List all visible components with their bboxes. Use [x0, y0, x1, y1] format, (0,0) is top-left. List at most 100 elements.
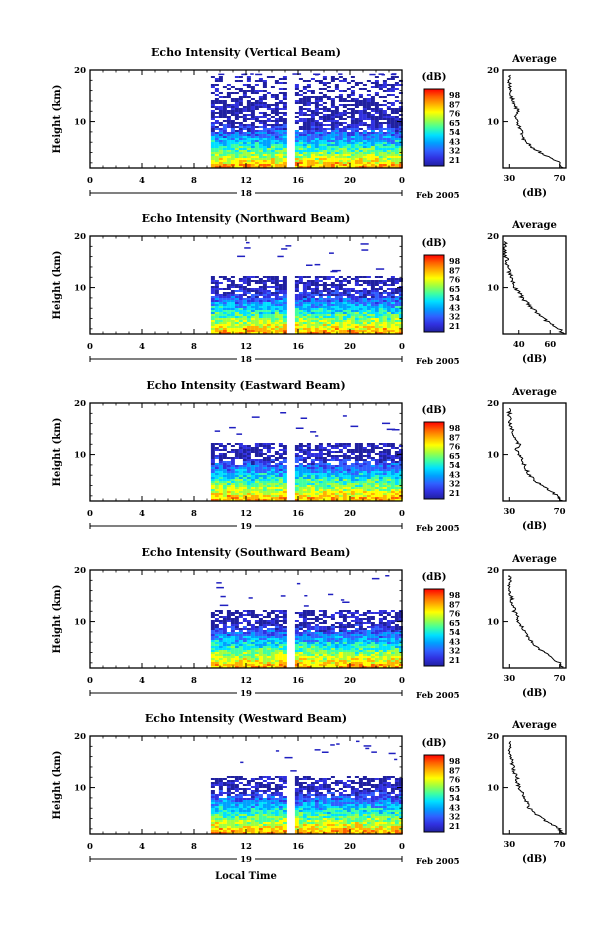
- x-tick-label: 4: [139, 842, 145, 852]
- panel-4: Echo Intensity (Southward Beam)2010Heigh…: [52, 546, 566, 701]
- avg-y-tick-label: 10: [487, 118, 499, 128]
- avg-y-tick-label: 20: [487, 399, 499, 409]
- colorbar-unit: (dB): [422, 238, 447, 249]
- x-tick-label: 0: [87, 842, 93, 852]
- y-axis-label: Height (km): [52, 251, 63, 320]
- avg-x-tick-label: 70: [554, 174, 566, 184]
- x-tick-label: 4: [139, 676, 145, 686]
- date-suffix-label: Feb 2005: [416, 857, 460, 867]
- x-tick-label: 12: [240, 509, 252, 519]
- x-tick-label: 8: [191, 176, 197, 186]
- panel-title: Echo Intensity (Southward Beam): [142, 546, 351, 559]
- y-tick-label: 20: [74, 66, 86, 76]
- average-profile-line: [508, 408, 564, 501]
- date-suffix-label: Feb 2005: [416, 357, 460, 367]
- colorbar: [424, 89, 444, 166]
- colorbar-unit: (dB): [422, 405, 447, 416]
- x-tick-label: 20: [344, 509, 356, 519]
- y-axis-label: Height (km): [52, 751, 63, 820]
- y-tick-label: 20: [74, 232, 86, 242]
- heatmap-field: [211, 242, 403, 334]
- x-tick-label: 16: [292, 842, 304, 852]
- average-profile-line: [508, 75, 564, 168]
- panel-title: Echo Intensity (Westward Beam): [145, 712, 347, 725]
- avg-x-tick-label: 40: [513, 340, 525, 350]
- avg-x-tick-label: 70: [554, 840, 566, 850]
- y-tick-label: 10: [74, 784, 86, 794]
- date-suffix-label: Feb 2005: [416, 191, 460, 201]
- colorbar-level: 21: [449, 155, 460, 165]
- y-axis-label: Height (km): [52, 418, 63, 487]
- x-tick-label: 12: [240, 676, 252, 686]
- average-frame: [503, 70, 566, 168]
- average-title: Average: [511, 720, 557, 731]
- heatmap-field: [211, 412, 403, 501]
- avg-x-tick-label: 30: [503, 840, 515, 850]
- average-frame: [503, 736, 566, 834]
- avg-y-tick-label: 10: [487, 284, 499, 294]
- avg-x-tick-label: 70: [554, 507, 566, 517]
- x-tick-label: 20: [344, 676, 356, 686]
- panel-3: Echo Intensity (Eastward Beam) 20 10 Height…: [52, 379, 566, 534]
- date-day-label: 19: [240, 689, 252, 699]
- average-title: Average: [511, 220, 557, 231]
- x-tick-label: 4: [139, 342, 145, 352]
- date-day-label: 19: [240, 855, 252, 865]
- colorbar-level: 21: [449, 488, 460, 498]
- avg-y-tick-label: 10: [487, 784, 499, 794]
- panel-title: Echo Intensity (Vertical Beam): [151, 46, 341, 59]
- panel-title: Echo Intensity (Eastward Beam): [146, 379, 345, 392]
- average-frame: [503, 403, 566, 501]
- average-title: Average: [511, 387, 557, 398]
- colorbar-level: 21: [449, 321, 460, 331]
- x-tick-label: 12: [240, 842, 252, 852]
- x-tick-label: 12: [240, 342, 252, 352]
- avg-x-tick-label: 30: [503, 507, 515, 517]
- y-axis-label: Height (km): [52, 85, 63, 154]
- x-tick-label: 4: [139, 176, 145, 186]
- avg-y-tick-label: 10: [487, 451, 499, 461]
- y-tick-label: 10: [74, 284, 86, 294]
- colorbar: [424, 422, 444, 499]
- average-xlabel: (dB): [522, 521, 547, 532]
- colorbar-unit: (dB): [422, 572, 447, 583]
- panel-title: Echo Intensity (Northward Beam): [142, 212, 351, 225]
- x-axis-label: Local Time: [215, 871, 277, 882]
- colorbar: [424, 755, 444, 832]
- avg-x-tick-label: 60: [544, 340, 556, 350]
- average-xlabel: (dB): [522, 354, 547, 365]
- avg-y-tick-label: 20: [487, 232, 499, 242]
- avg-x-tick-label: 30: [503, 174, 515, 184]
- x-tick-label: 8: [191, 509, 197, 519]
- x-tick-label: 8: [191, 342, 197, 352]
- colorbar-level: 21: [449, 655, 460, 665]
- x-tick-label: 20: [344, 176, 356, 186]
- x-tick-label: 0: [87, 176, 93, 186]
- average-title: Average: [511, 554, 557, 565]
- date-day-label: 19: [240, 522, 252, 532]
- heatmap-field: [211, 73, 403, 168]
- y-tick-label: 20: [74, 399, 86, 409]
- average-xlabel: (dB): [522, 188, 547, 199]
- date-suffix-label: Feb 2005: [416, 524, 460, 534]
- avg-x-tick-label: 70: [554, 674, 566, 684]
- avg-y-tick-label: 20: [487, 732, 499, 742]
- x-tick-label: 0: [399, 176, 405, 186]
- x-tick-label: 16: [292, 176, 304, 186]
- average-profile-line: [508, 741, 564, 834]
- colorbar-unit: (dB): [422, 738, 447, 749]
- date-day-label: 18: [240, 355, 252, 365]
- y-tick-label: 20: [74, 566, 86, 576]
- average-frame: [503, 570, 566, 668]
- avg-x-tick-label: 30: [503, 674, 515, 684]
- average-profile-line: [504, 241, 565, 334]
- average-title: Average: [511, 54, 557, 65]
- avg-y-tick-label: 20: [487, 566, 499, 576]
- y-tick-label: 10: [74, 118, 86, 128]
- x-tick-label: 4: [139, 509, 145, 519]
- average-profile-line: [508, 575, 563, 668]
- x-tick-label: 16: [292, 342, 304, 352]
- panel-2: Echo Intensity (Northward Beam) 20 10 Heigh…: [52, 212, 566, 367]
